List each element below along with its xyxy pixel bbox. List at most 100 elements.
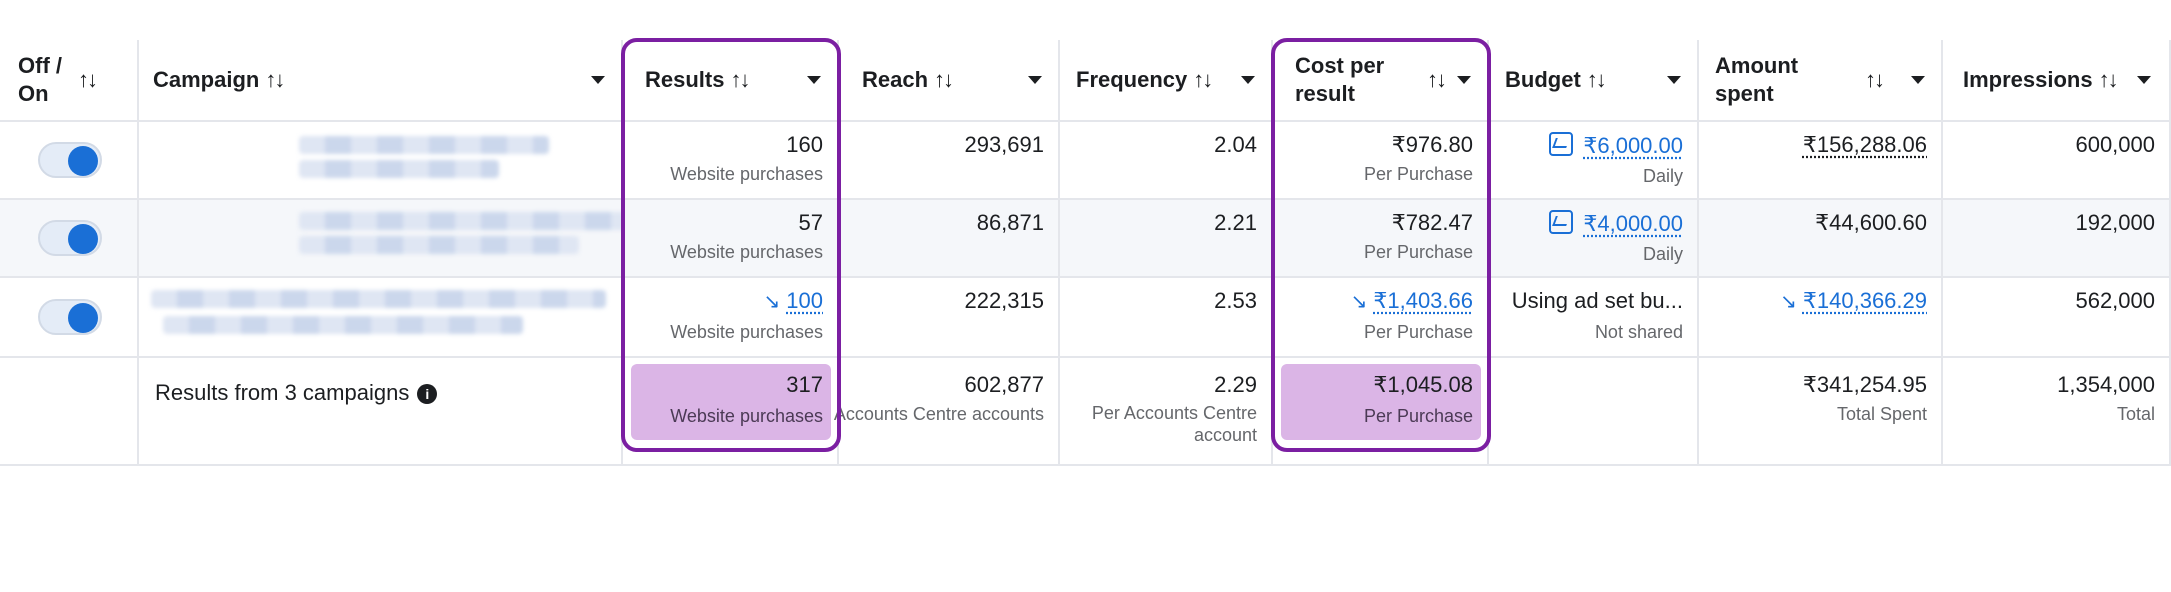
cost-total: ₹1,045.08	[1373, 372, 1473, 397]
budget-cell: ₹6,000.00 Daily	[1489, 122, 1699, 200]
sort-icon[interactable]: ↑↓	[78, 67, 98, 92]
cost-subtitle: Per Purchase	[1363, 322, 1473, 342]
amount-spent-cell: ₹44,600.60	[1699, 200, 1943, 278]
summary-label: Results from 3 campaigns	[155, 380, 410, 405]
column-header-frequency[interactable]: Frequency ↑↓	[1060, 40, 1273, 122]
impressions-cell: 192,000	[1943, 200, 2171, 278]
sort-icon[interactable]: ↑↓	[1865, 67, 1885, 92]
budget-link[interactable]: ₹4,000.00	[1583, 211, 1683, 236]
amount-spent-value[interactable]: ₹156,288.06	[1802, 132, 1927, 157]
column-header-amount-spent[interactable]: Amount spent ↑↓	[1699, 40, 1943, 122]
amount-spent-total-subtitle: Total Spent	[1836, 404, 1927, 424]
redacted-campaign-name	[163, 316, 523, 334]
dropdown-caret-icon[interactable]	[807, 76, 821, 84]
column-header-label: Frequency	[1076, 67, 1188, 92]
budget-value: Using ad set bu...	[1511, 288, 1683, 313]
amount-spent-cell: ↘ ₹140,366.29	[1699, 278, 1943, 358]
results-value: 57	[798, 210, 823, 235]
column-header-label: Amount spent	[1715, 53, 1799, 106]
sort-icon[interactable]: ↑↓	[730, 67, 750, 92]
impressions-cell: 600,000	[1943, 122, 2171, 200]
dropdown-caret-icon[interactable]	[591, 76, 605, 84]
reach-value: 222,315	[964, 288, 1044, 313]
trend-down-icon: ↘	[1350, 291, 1368, 313]
column-header-label: Results	[645, 67, 725, 92]
column-header-label: Reach	[862, 67, 929, 92]
amount-spent-summary-cell: ₹341,254.95 Total Spent	[1699, 358, 1943, 466]
column-header-budget[interactable]: Budget ↑↓	[1489, 40, 1699, 122]
impressions-total: 1,354,000	[2057, 372, 2155, 397]
reach-summary-cell: 602,877 Accounts Centre accounts	[834, 358, 1060, 466]
sort-icon[interactable]: ↑↓	[265, 67, 285, 92]
results-link[interactable]: 100	[786, 288, 823, 313]
impressions-summary-cell: 1,354,000 Total	[1943, 358, 2171, 466]
toggle-knob	[68, 146, 98, 176]
summary-label-cell: Results from 3 campaigns i	[139, 358, 623, 466]
cost-total-subtitle: Per Purchase	[1363, 406, 1473, 426]
budget-link[interactable]: ₹6,000.00	[1583, 133, 1683, 158]
results-cell: ↘ 100 Website purchases	[623, 278, 839, 358]
budget-subtitle: Daily	[1642, 244, 1683, 264]
amount-spent-link[interactable]: ₹140,366.29	[1802, 288, 1927, 313]
dropdown-caret-icon[interactable]	[1028, 76, 1042, 84]
cost-value: ₹782.47	[1391, 210, 1473, 235]
dropdown-caret-icon[interactable]	[1667, 76, 1681, 84]
reach-cell: 222,315	[839, 278, 1060, 358]
dropdown-caret-icon[interactable]	[1241, 76, 1255, 84]
results-subtitle: Website purchases	[670, 164, 823, 184]
cost-per-result-cell: ₹976.80 Per Purchase	[1273, 122, 1489, 200]
impressions-total-subtitle: Total	[2116, 404, 2155, 424]
column-header-campaign[interactable]: Campaign ↑↓	[139, 40, 623, 122]
campaign-name-cell[interactable]	[139, 278, 623, 358]
budget-summary-cell	[1489, 358, 1699, 466]
redacted-campaign-name	[151, 290, 606, 308]
column-header-label: Impressions	[1963, 67, 2093, 92]
results-subtitle: Website purchases	[670, 242, 823, 262]
reach-total-subtitle: Accounts Centre accounts	[833, 404, 1044, 424]
sort-icon[interactable]: ↑↓	[2098, 67, 2119, 92]
dropdown-caret-icon[interactable]	[1457, 76, 1471, 84]
campaign-name-cell[interactable]	[139, 122, 623, 200]
cost-link[interactable]: ₹1,403.66	[1373, 288, 1473, 313]
amount-spent-value: ₹44,600.60	[1815, 210, 1927, 235]
cost-subtitle: Per Purchase	[1363, 242, 1473, 262]
results-cell: 57 Website purchases	[623, 200, 839, 278]
info-icon[interactable]: i	[417, 384, 438, 404]
amount-spent-total: ₹341,254.95	[1802, 372, 1927, 397]
impressions-value: 600,000	[2075, 132, 2155, 157]
toggle-knob	[68, 303, 98, 333]
column-header-impressions[interactable]: Impressions ↑↓	[1943, 40, 2171, 122]
column-header-label: Off / On	[18, 53, 62, 106]
dropdown-caret-icon[interactable]	[2137, 76, 2151, 84]
summary-row	[0, 358, 139, 466]
column-header-label: Budget	[1505, 67, 1581, 92]
sort-icon[interactable]: ↑↓	[1427, 67, 1447, 92]
results-column-highlight-frame	[621, 38, 841, 452]
column-header-off-on[interactable]: Off / On ↑↓	[0, 40, 139, 122]
sort-icon[interactable]: ↑↓	[1586, 67, 1607, 92]
cost-value: ₹976.80	[1391, 132, 1473, 157]
results-total: 317	[786, 372, 823, 397]
table-row	[0, 200, 139, 278]
campaign-toggle[interactable]	[38, 142, 102, 178]
column-header-reach[interactable]: Reach ↑↓	[839, 40, 1060, 122]
campaign-name-cell[interactable]	[139, 200, 709, 278]
column-header-results[interactable]: Results ↑↓	[623, 40, 839, 122]
redacted-campaign-name	[299, 236, 579, 254]
frequency-cell: 2.04	[1060, 122, 1273, 200]
results-subtitle: Website purchases	[670, 322, 823, 342]
frequency-value: 2.53	[1214, 288, 1257, 313]
budget-subtitle: Daily	[1642, 166, 1683, 186]
dropdown-caret-icon[interactable]	[1911, 76, 1925, 84]
redacted-campaign-name	[299, 160, 499, 178]
campaign-toggle[interactable]	[38, 220, 102, 256]
trend-down-icon: ↘	[1780, 291, 1797, 313]
campaign-toggle[interactable]	[38, 299, 102, 335]
impressions-value: 192,000	[2075, 210, 2155, 235]
cost-column-highlight-frame	[1271, 38, 1491, 452]
reach-value: 86,871	[976, 210, 1044, 235]
frequency-summary-cell: 2.29 Per Accounts Centre account	[1060, 358, 1273, 466]
column-header-cost-per-result[interactable]: Cost per result ↑↓	[1273, 40, 1489, 122]
sort-icon[interactable]: ↑↓	[1193, 67, 1213, 92]
sort-icon[interactable]: ↑↓	[934, 67, 954, 92]
